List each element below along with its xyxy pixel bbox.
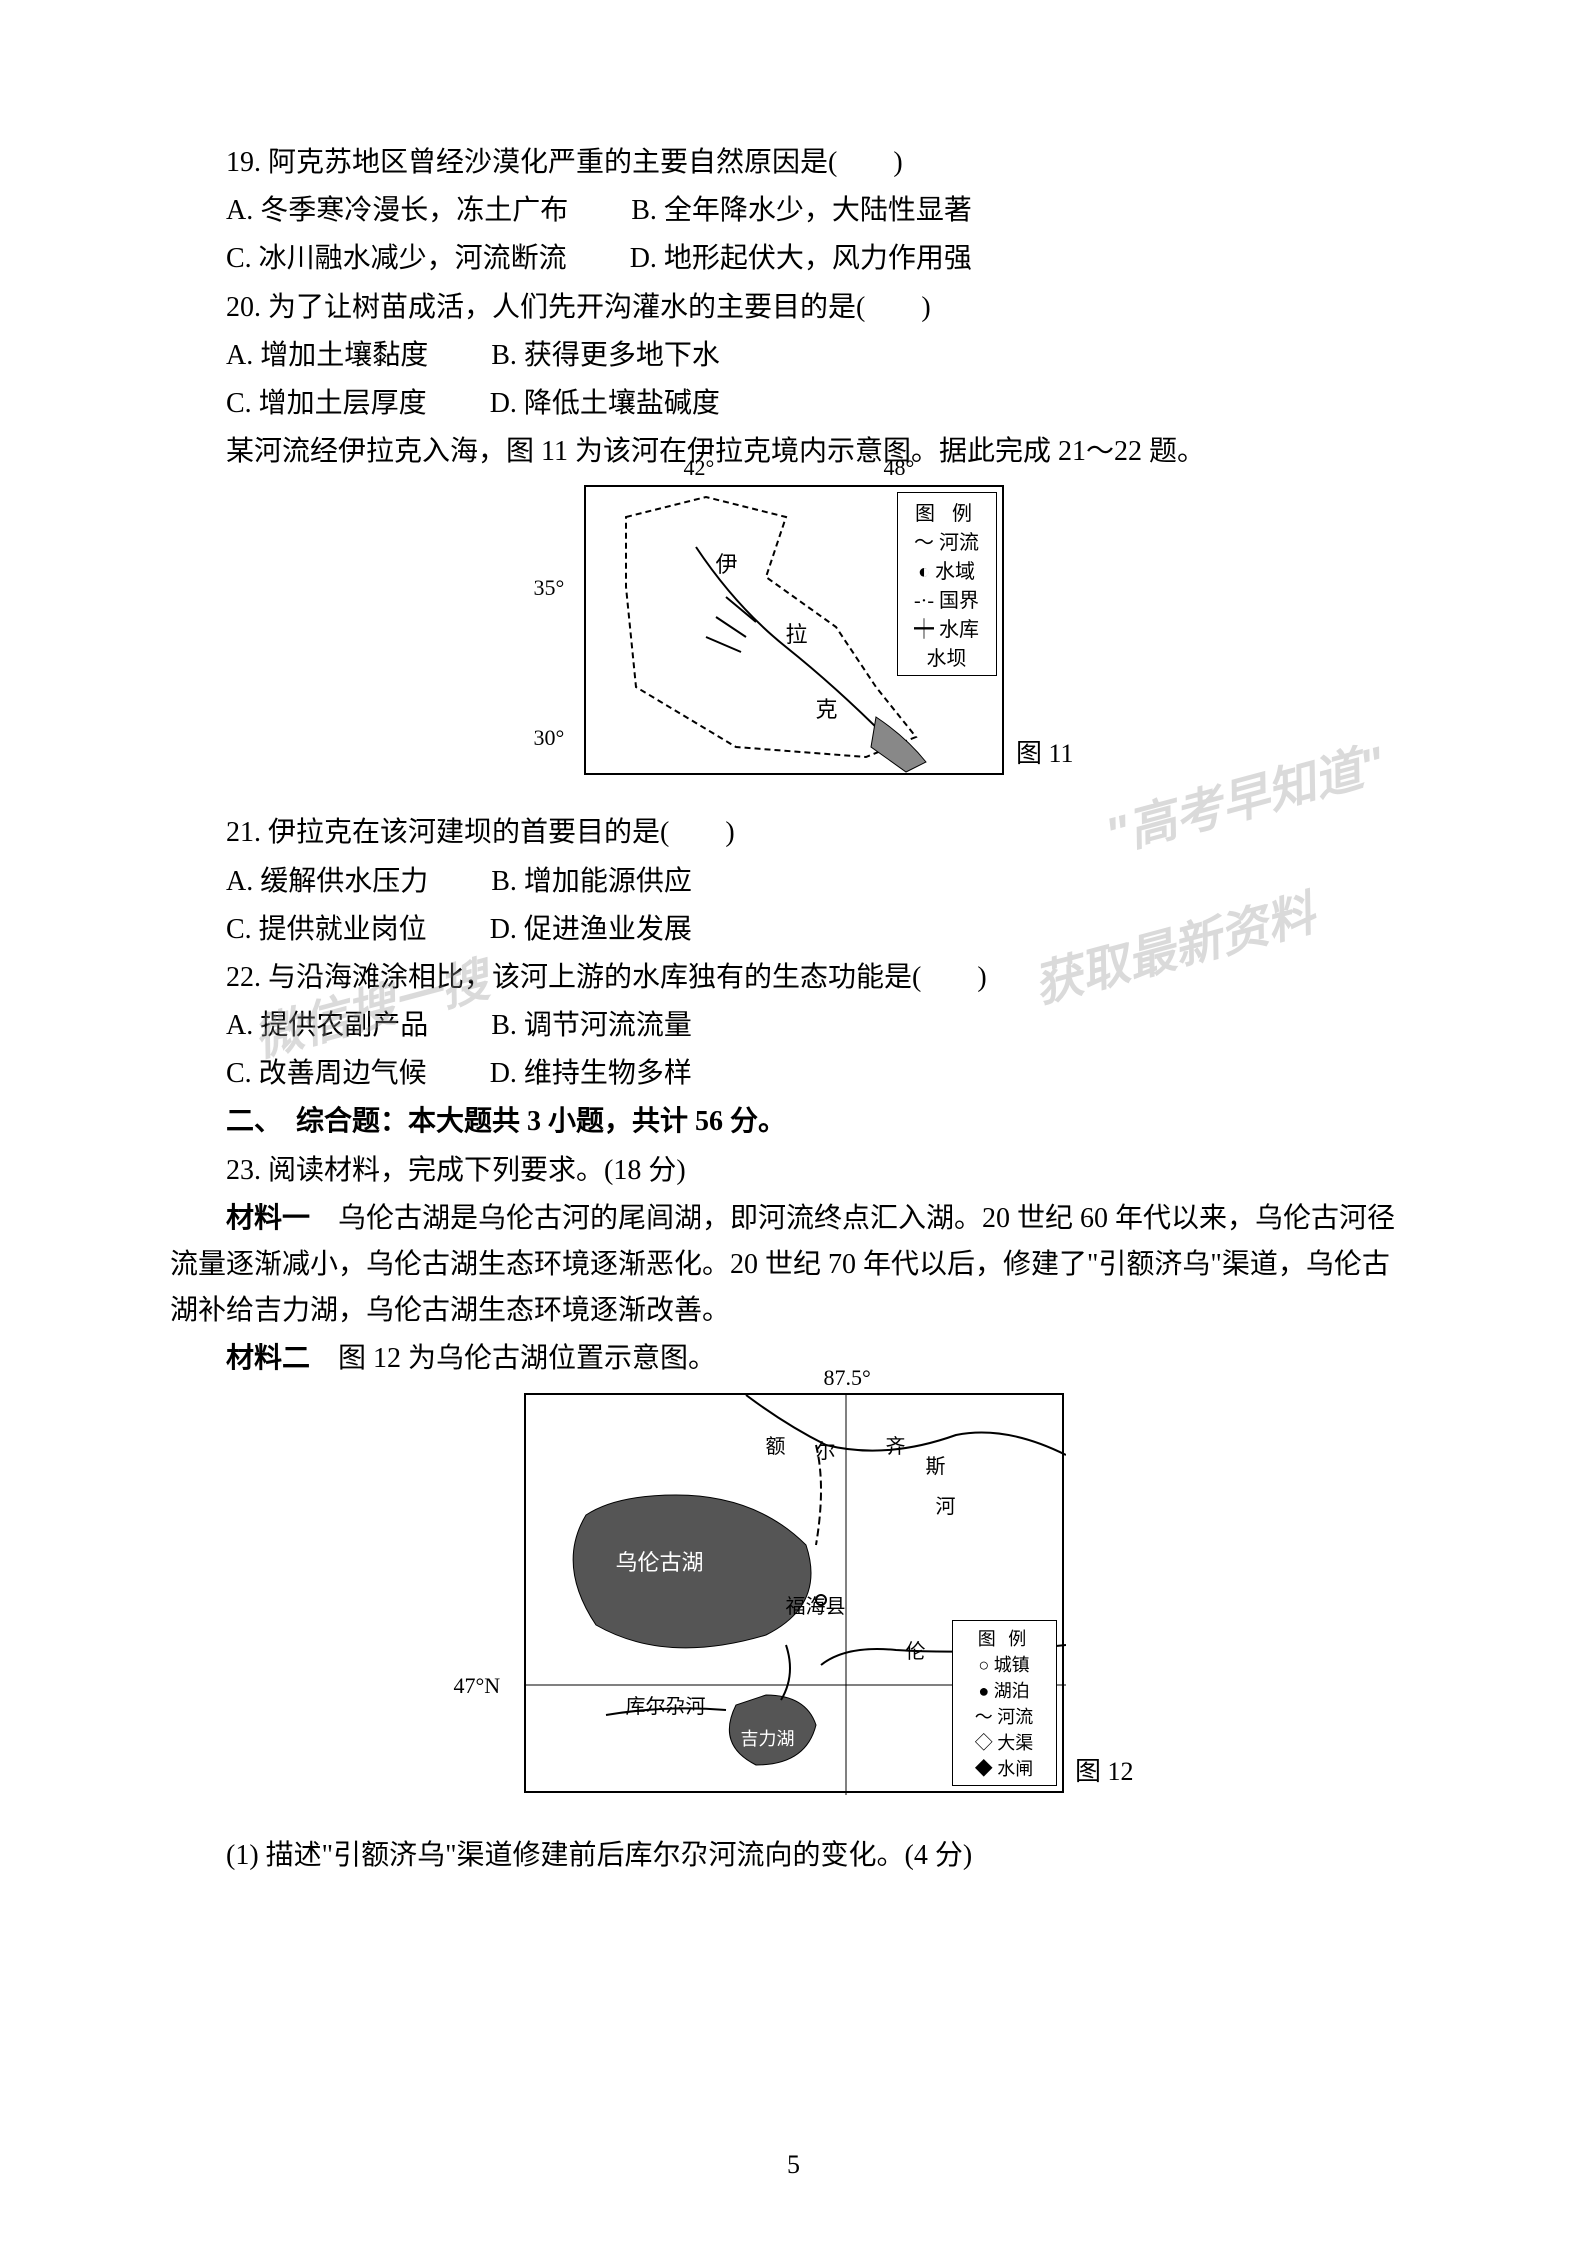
q19-options-row1: A. 冬季寒冷漫长，冻土广布 B. 全年降水少，大陆性显著 bbox=[170, 188, 1417, 234]
figure-12-container: 87.5° 47°N 额 尔 齐 斯 bbox=[170, 1393, 1417, 1798]
q21-options-row1: A. 缓解供水压力 B. 增加能源供应 bbox=[170, 859, 1417, 905]
fig11-lat1: 35° bbox=[534, 575, 565, 601]
q21-opt-c: C. 提供就业岗位 bbox=[226, 914, 427, 945]
fig12-river1d: 斯 bbox=[926, 1450, 946, 1479]
fig11-legend-item2: -·- 国界 bbox=[902, 584, 992, 613]
q19-options-row2: C. 冰川融水减少，河流断流 D. 地形起伏大，风力作用强 bbox=[170, 236, 1417, 282]
q22-options-row1: A. 提供农副产品 B. 调节河流流量 bbox=[170, 1003, 1417, 1049]
fig11-legend-item1: ◐ 水域 bbox=[902, 555, 992, 584]
fig11-legend-item3: ┿ 水库 水坝 bbox=[902, 613, 992, 671]
q22-stem: 22. 与沿海滩涂相比，该河上游的水库独有的生态功能是( ) bbox=[170, 955, 1417, 1001]
fig12-legend-item4: ◆ 水闸 bbox=[957, 1755, 1052, 1781]
fig12-legend-item0: ○ 城镇 bbox=[957, 1651, 1052, 1677]
q21-opt-b: B. 增加能源供应 bbox=[491, 866, 692, 897]
fig12-town: 福海县 bbox=[786, 1590, 846, 1619]
q23-sub1: (1) 描述"引额济乌"渠道修建前后库尔尕河流向的变化。(4 分) bbox=[170, 1833, 1417, 1879]
figure-11-container: 42° 48° 35° 30° 伊 拉 克 图 例 ～ 河流 ◐ 水域 -·- bbox=[170, 485, 1417, 780]
fig12-lon: 87.5° bbox=[824, 1365, 871, 1391]
fig12-river2: 库尔尕河 bbox=[626, 1690, 706, 1719]
fig12-lake2: 吉力湖 bbox=[741, 1725, 795, 1751]
q20-opt-a: A. 增加土壤黏度 bbox=[226, 340, 428, 371]
fig11-lon2: 48° bbox=[884, 455, 915, 481]
fig12-lat: 47°N bbox=[454, 1673, 501, 1699]
q19-opt-b: B. 全年降水少，大陆性显著 bbox=[631, 195, 972, 226]
fig11-country2: 拉 bbox=[786, 617, 808, 649]
q19-stem: 19. 阿克苏地区曾经沙漠化严重的主要自然原因是( ) bbox=[170, 140, 1417, 186]
material2-text: 图 12 为乌伦古湖位置示意图。 bbox=[310, 1343, 716, 1374]
fig11-caption: 图 11 bbox=[1016, 733, 1074, 770]
q22-opt-d: D. 维持生物多样 bbox=[490, 1058, 692, 1089]
fig12-river3: 伦 bbox=[906, 1635, 926, 1664]
q21-opt-d: D. 促进渔业发展 bbox=[490, 914, 692, 945]
q20-opt-d: D. 降低土壤盐碱度 bbox=[490, 388, 720, 419]
fig12-river1b: 尔 bbox=[816, 1435, 836, 1464]
fig12-river1c: 齐 bbox=[886, 1430, 906, 1459]
fig12-legend-item1: ● 湖泊 bbox=[957, 1677, 1052, 1703]
fig12-legend-item3: ◇ 大渠 bbox=[957, 1729, 1052, 1755]
q19-opt-a: A. 冬季寒冷漫长，冻土广布 bbox=[226, 195, 568, 226]
q20-options-row2: C. 增加土层厚度 D. 降低土壤盐碱度 bbox=[170, 381, 1417, 427]
intro-21-22: 某河流经伊拉克入海，图 11 为该河在伊拉克境内示意图。据此完成 21～22 题… bbox=[170, 429, 1417, 475]
exam-page: 19. 阿克苏地区曾经沙漠化严重的主要自然原因是( ) A. 冬季寒冷漫长，冻土… bbox=[0, 0, 1587, 2245]
material1: 材料一 乌伦古湖是乌伦古河的尾闾湖，即河流终点汇入湖。20 世纪 60 年代以来… bbox=[170, 1196, 1417, 1335]
fig11-legend-title: 图 例 bbox=[902, 497, 992, 526]
q21-opt-a: A. 缓解供水压力 bbox=[226, 866, 428, 897]
q22-options-row2: C. 改善周边气候 D. 维持生物多样 bbox=[170, 1051, 1417, 1097]
fig11-country3: 克 bbox=[816, 692, 838, 724]
page-number: 5 bbox=[787, 2150, 800, 2180]
q21-options-row2: C. 提供就业岗位 D. 促进渔业发展 bbox=[170, 907, 1417, 953]
fig11-lat2: 30° bbox=[534, 725, 565, 751]
fig12-lake1: 乌伦古湖 bbox=[616, 1545, 704, 1577]
material1-label: 材料一 bbox=[226, 1203, 310, 1234]
fig11-legend: 图 例 ～ 河流 ◐ 水域 -·- 国界 ┿ 水库 水坝 bbox=[897, 492, 997, 676]
fig11-lon1: 42° bbox=[684, 455, 715, 481]
q20-options-row1: A. 增加土壤黏度 B. 获得更多地下水 bbox=[170, 333, 1417, 379]
q20-opt-b: B. 获得更多地下水 bbox=[491, 340, 720, 371]
material1-text: 乌伦古湖是乌伦古河的尾闾湖，即河流终点汇入湖。20 世纪 60 年代以来，乌伦古… bbox=[170, 1203, 1395, 1326]
q19-opt-c: C. 冰川融水减少，河流断流 bbox=[226, 243, 567, 274]
figure-12-map: 额 尔 齐 斯 河 乌伦古湖 吉力湖 福海县 库尔尕河 伦 图 例 ○ 城镇 ●… bbox=[524, 1393, 1064, 1793]
q23-stem: 23. 阅读材料，完成下列要求。(18 分) bbox=[170, 1148, 1417, 1194]
fig12-river1a: 额 bbox=[766, 1430, 786, 1459]
fig12-caption: 图 12 bbox=[1075, 1751, 1134, 1788]
fig12-river1e: 河 bbox=[936, 1490, 956, 1519]
fig12-legend-item2: ～ 河流 bbox=[957, 1703, 1052, 1729]
fig12-legend: 图 例 ○ 城镇 ● 湖泊 ～ 河流 ◇ 大渠 ◆ 水闸 bbox=[952, 1620, 1057, 1786]
q20-stem: 20. 为了让树苗成活，人们先开沟灌水的主要目的是( ) bbox=[170, 285, 1417, 331]
section2-title: 二、 综合题：本大题共 3 小题，共计 56 分。 bbox=[170, 1099, 1417, 1145]
q22-opt-c: C. 改善周边气候 bbox=[226, 1058, 427, 1089]
q21-stem: 21. 伊拉克在该河建坝的首要目的是( ) bbox=[170, 810, 1417, 856]
fig12-legend-title: 图 例 bbox=[957, 1625, 1052, 1651]
q22-opt-b: B. 调节河流流量 bbox=[491, 1010, 692, 1041]
figure-11-map: 伊 拉 克 图 例 ～ 河流 ◐ 水域 -·- 国界 ┿ 水库 水坝 bbox=[584, 485, 1004, 775]
fig11-country1: 伊 bbox=[716, 547, 738, 579]
material2: 材料二 图 12 为乌伦古湖位置示意图。 bbox=[170, 1336, 1417, 1382]
q20-opt-c: C. 增加土层厚度 bbox=[226, 388, 427, 419]
fig11-legend-item0: ～ 河流 bbox=[902, 526, 992, 555]
material2-label: 材料二 bbox=[226, 1343, 310, 1374]
q19-opt-d: D. 地形起伏大，风力作用强 bbox=[630, 243, 972, 274]
q22-opt-a: A. 提供农副产品 bbox=[226, 1010, 428, 1041]
